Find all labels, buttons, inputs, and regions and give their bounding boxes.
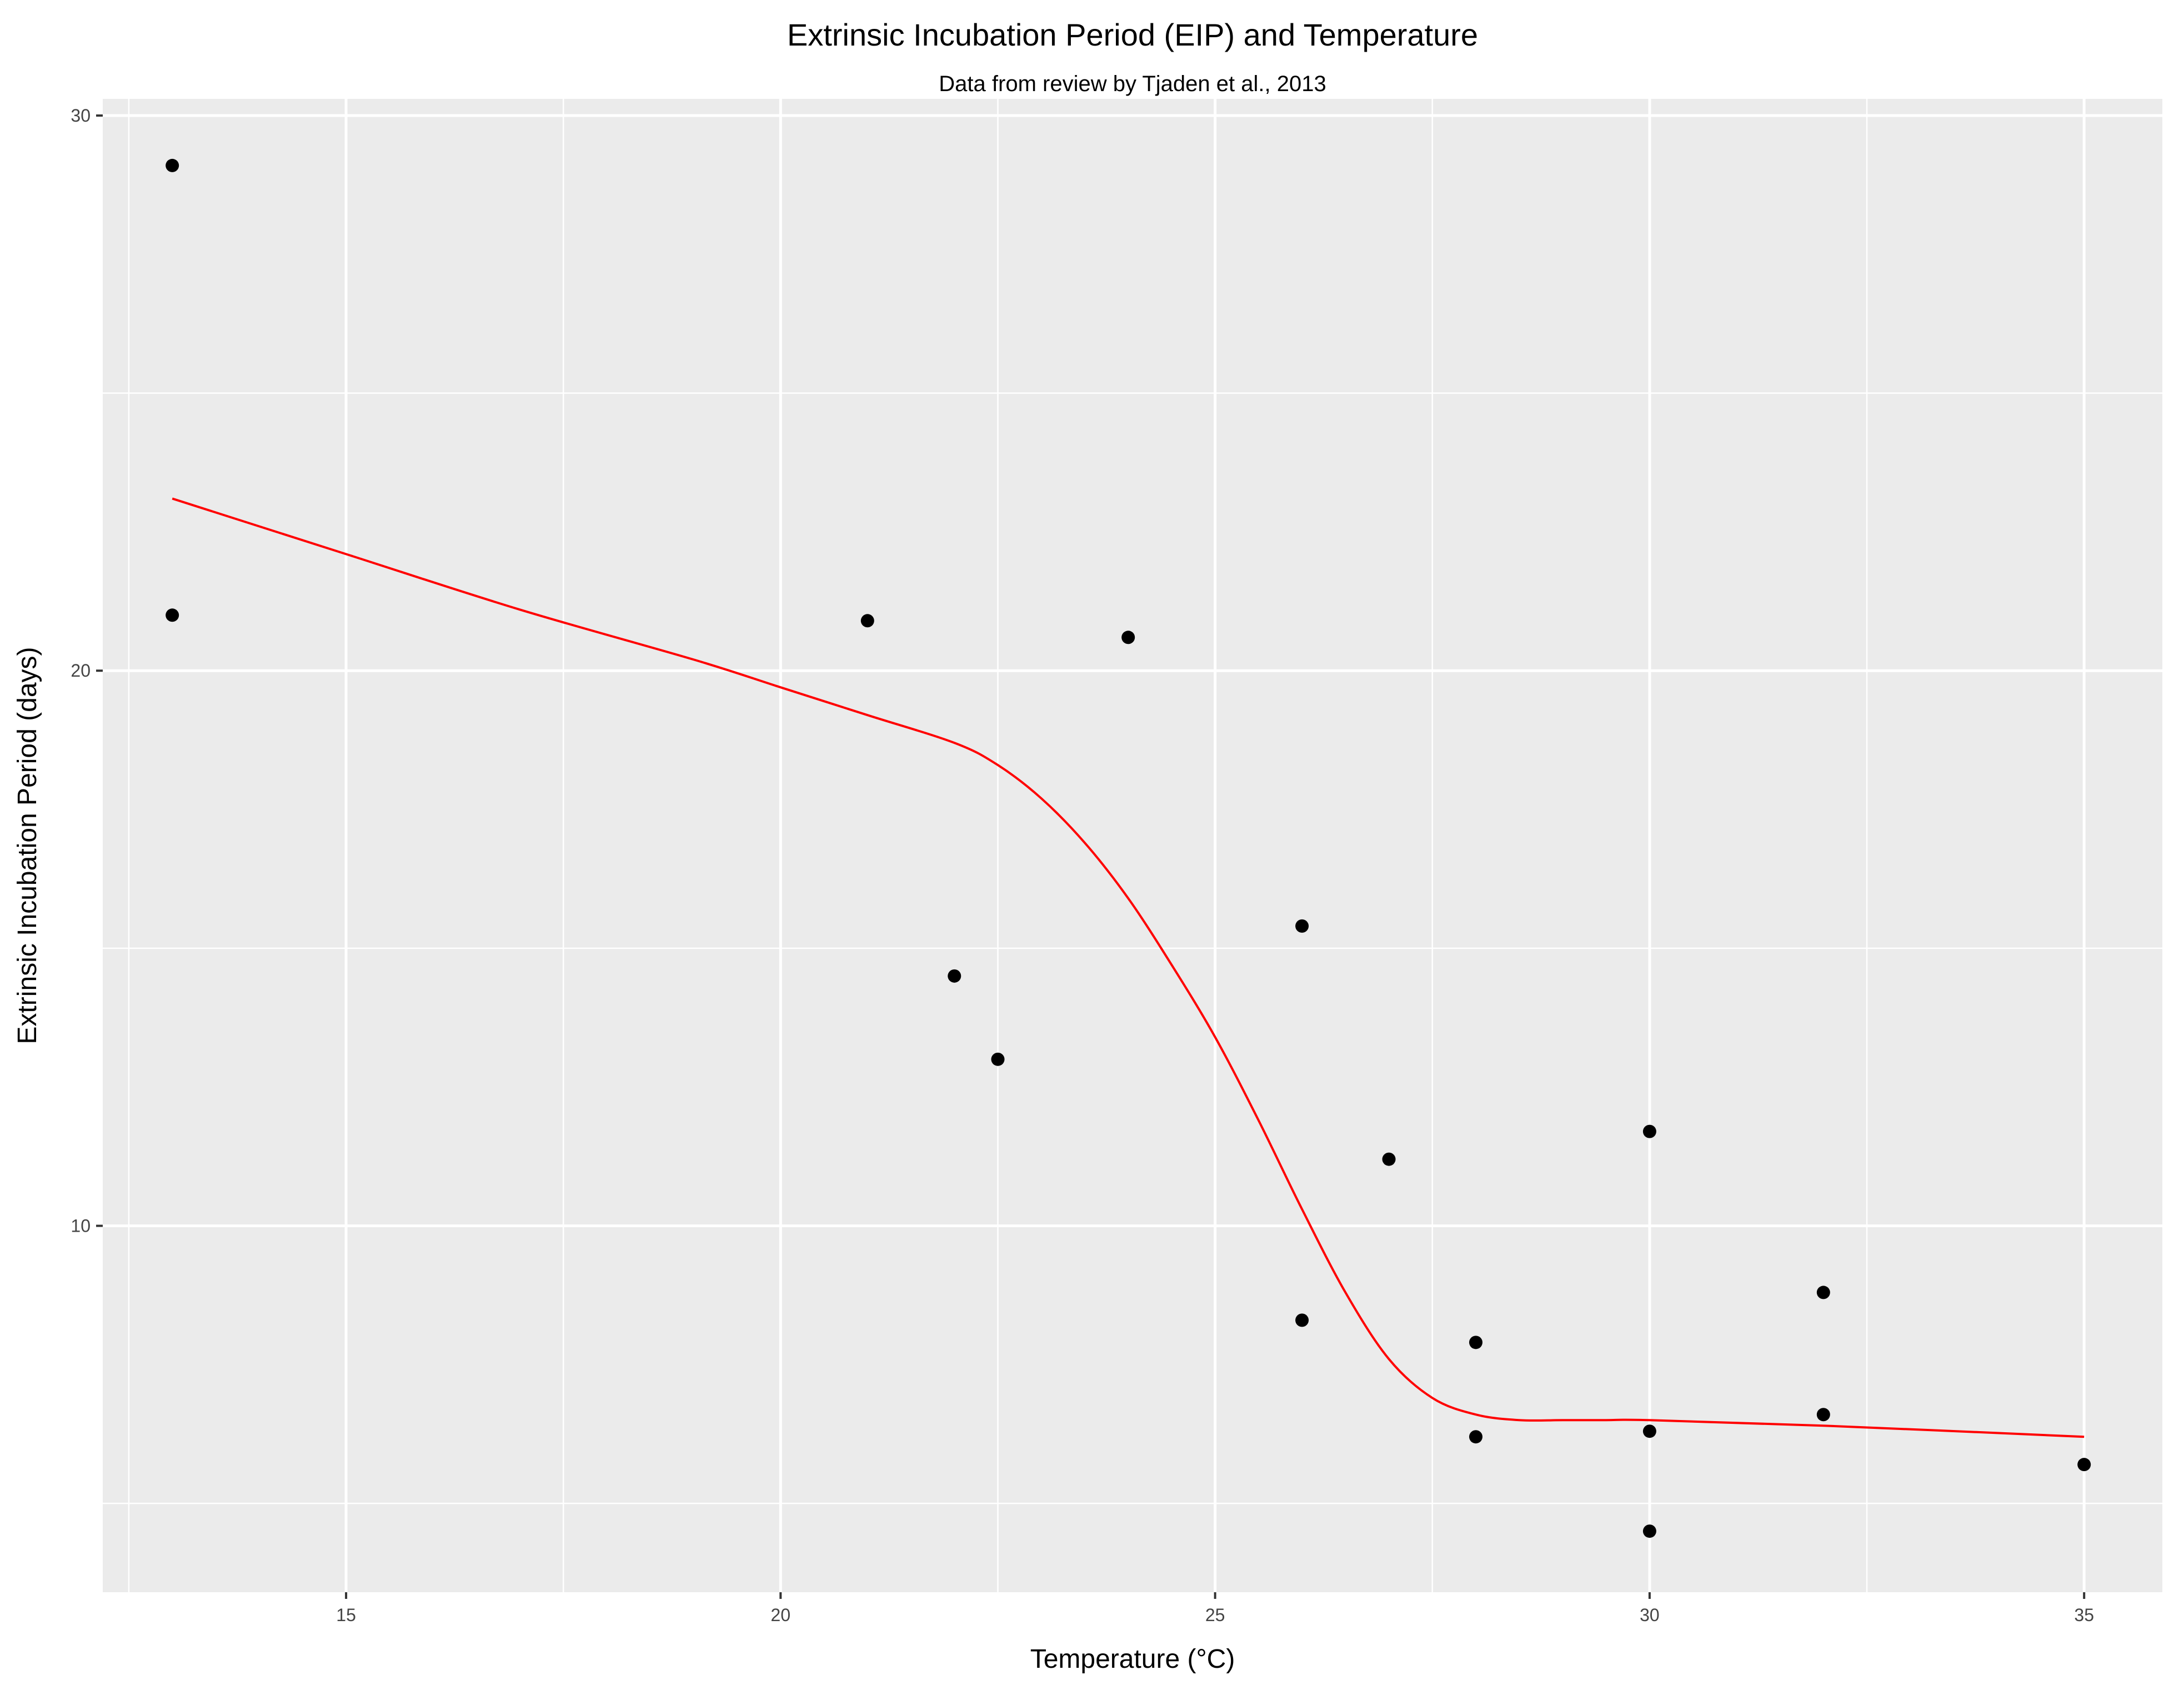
y-axis-title: Extrinsic Incubation Period (days) (13, 647, 42, 1044)
plot-panel (103, 99, 2162, 1592)
data-point (2077, 1458, 2091, 1472)
data-point (1642, 1524, 1656, 1538)
tick-labels: 15 20 25 30 35 10 20 30 (71, 106, 2094, 1625)
data-point (948, 969, 961, 983)
y-tick-label: 20 (71, 661, 91, 681)
data-point (991, 1052, 1005, 1066)
x-tick-label: 35 (2074, 1605, 2094, 1625)
data-point (166, 608, 179, 622)
x-axis-title: Temperature (°C) (1030, 1644, 1235, 1674)
x-tick-label: 30 (1640, 1605, 1660, 1625)
data-point (1469, 1336, 1482, 1349)
data-point (1121, 631, 1135, 644)
x-tick-label: 20 (771, 1605, 791, 1625)
trend-line (172, 497, 2085, 1438)
data-point (1295, 1313, 1309, 1327)
chart-subtitle: Data from review by Tjaden et al., 2013 (939, 72, 1326, 96)
data-point (1295, 919, 1309, 933)
axis-ticks (96, 114, 2086, 1599)
x-tick-label: 25 (1205, 1605, 1225, 1625)
data-point (1642, 1424, 1656, 1438)
y-tick-label: 30 (71, 106, 91, 126)
minor-gridlines (103, 99, 2162, 1592)
data-point (1816, 1408, 1830, 1422)
data-point (1816, 1286, 1830, 1299)
major-gridlines (103, 99, 2162, 1592)
data-point (1642, 1124, 1656, 1138)
data-point (1469, 1430, 1482, 1444)
points-layer (166, 158, 2091, 1538)
data-point (166, 158, 179, 172)
y-tick-label: 10 (71, 1216, 91, 1236)
data-point (1382, 1152, 1396, 1166)
x-tick-label: 15 (336, 1605, 356, 1625)
chart-title: Extrinsic Incubation Period (EIP) and Te… (787, 17, 1478, 52)
trend-layer (172, 497, 2085, 1438)
data-point (860, 614, 874, 628)
